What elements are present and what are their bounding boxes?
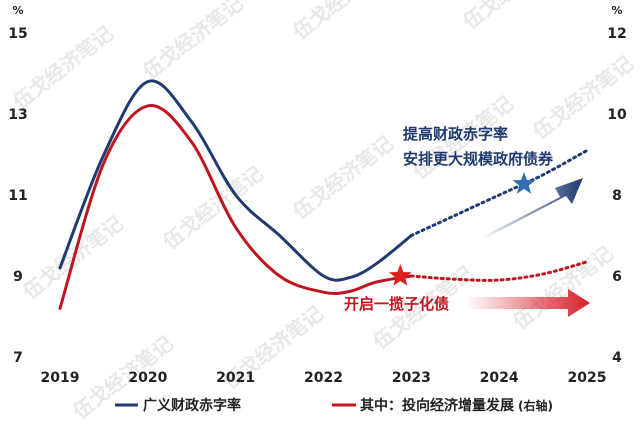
left-tick-label: 13 (8, 107, 27, 123)
watermark-text: 伍戈经济笔记 (458, 0, 568, 35)
watermark-text: 伍戈经济笔记 (528, 51, 638, 144)
blue-arrow-shape (480, 178, 583, 238)
right-tick-label: 6 (612, 269, 622, 285)
annotation-blue-line2: 安排更大规模政府债券 (403, 150, 554, 168)
x-tick-label: 2025 (568, 370, 607, 386)
annotation-blue-line1: 提高财政赤字率 (403, 125, 508, 143)
legend-label-red: 其中：投向经济增量发展 (右轴) (360, 397, 553, 414)
series-line-incremental-development (58, 104, 413, 310)
x-tick-label: 2021 (216, 370, 255, 386)
red-star-icon (388, 264, 412, 286)
annotation-red: 开启一揽子化债 (344, 295, 449, 313)
watermark-text: 伍戈经济笔记 (138, 0, 248, 85)
x-axis: 2019 2020 2021 2022 2023 2024 2025 (41, 370, 607, 386)
x-tick-label: 2024 (480, 370, 519, 386)
right-axis: 4 6 8 10 12 (607, 26, 627, 366)
x-tick-label: 2022 (304, 370, 343, 386)
series-projection-incremental-development (409, 260, 589, 282)
left-tick-label: 11 (8, 188, 27, 204)
watermark-text: 伍戈经济笔记 (508, 241, 618, 334)
watermark-text: 伍戈经济笔记 (158, 161, 268, 254)
legend-label-red-note: (右轴) (518, 398, 553, 413)
legend-label-red-main: 其中：投向经济增量发展 (360, 397, 514, 414)
series-line-fiscal-deficit (58, 79, 413, 282)
left-axis-unit: % (12, 4, 23, 17)
legend-label-navy: 广义财政赤字率 (143, 397, 241, 414)
right-axis-unit: % (611, 4, 622, 17)
series-layer (58, 79, 589, 310)
legend: 广义财政赤字率 其中：投向经济增量发展 (右轴) (115, 397, 553, 414)
watermark-text: 伍戈经济笔记 (288, 131, 398, 224)
x-tick-label: 2023 (392, 370, 431, 386)
blue-star-icon (512, 172, 536, 194)
left-tick-label: 9 (13, 269, 23, 285)
red-arrow-shape (466, 289, 590, 317)
left-axis: 7 9 11 13 15 (8, 26, 27, 366)
right-tick-label: 12 (607, 26, 626, 42)
right-tick-label: 8 (612, 188, 622, 204)
x-tick-label: 2019 (41, 370, 80, 386)
left-tick-label: 7 (13, 350, 23, 366)
x-tick-label: 2020 (128, 370, 167, 386)
left-tick-label: 15 (8, 26, 27, 42)
series-projection-fiscal-deficit (409, 149, 589, 237)
watermark-text: 伍戈经济笔记 (288, 0, 398, 45)
right-tick-label: 4 (612, 350, 622, 366)
right-tick-label: 10 (607, 107, 627, 123)
